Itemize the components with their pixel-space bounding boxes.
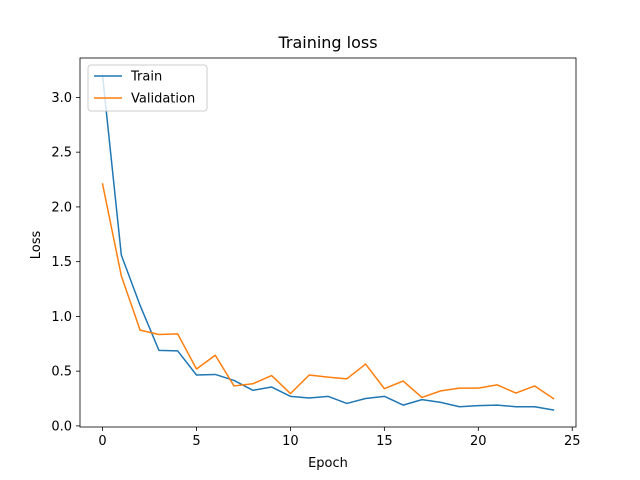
y-tick-label: 1.0 <box>51 310 72 325</box>
x-tick-label: 10 <box>282 434 299 449</box>
x-tick-label: 20 <box>470 434 487 449</box>
x-tick-label: 5 <box>192 434 200 449</box>
y-tick-label: 0.0 <box>51 419 72 434</box>
y-tick-label: 2.5 <box>51 146 72 161</box>
plot-frame <box>79 57 577 428</box>
x-tick-label: 15 <box>376 434 393 449</box>
y-tick-label: 0.5 <box>51 365 72 380</box>
y-axis-label: Loss <box>29 231 44 260</box>
series-line-train <box>101 74 555 411</box>
legend-label-train: Train <box>130 70 162 85</box>
y-tick-label: 2.0 <box>51 200 72 215</box>
x-axis-label: Epoch <box>308 456 348 471</box>
legend-label-validation: Validation <box>131 92 195 107</box>
y-tick-label: 3.0 <box>51 91 72 106</box>
series-line-validation <box>101 183 555 400</box>
chart-title: Training loss <box>277 33 377 52</box>
x-tick-label: 25 <box>564 434 581 449</box>
plot-area <box>80 58 576 427</box>
x-tick-label: 0 <box>98 434 106 449</box>
y-tick-label: 1.5 <box>51 255 72 270</box>
